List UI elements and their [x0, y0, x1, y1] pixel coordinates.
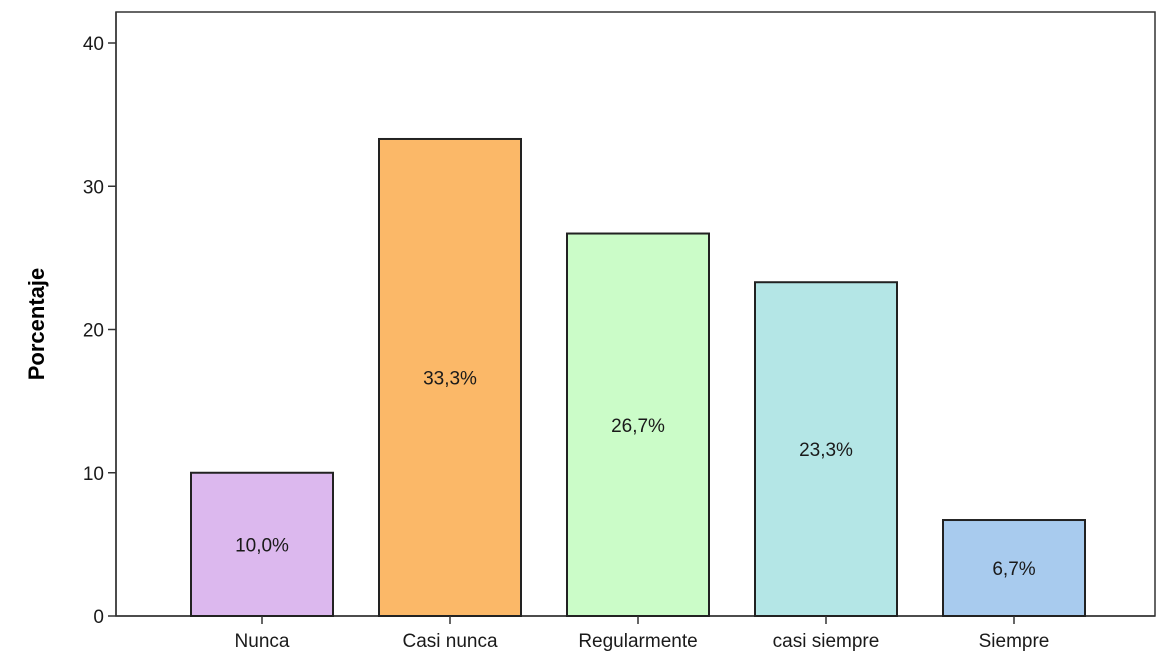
y-tick-label: 30: [83, 177, 104, 198]
x-tick-label: Nunca: [235, 631, 290, 652]
x-tick-label: Casi nunca: [402, 631, 497, 652]
bars: 10,0% 33,3% 26,7% 23,3% 6,7%: [190, 137, 1086, 618]
y-axis-label: Porcentaje: [24, 268, 49, 381]
bar-data-label: 33,3%: [423, 368, 477, 389]
bar-data-label: 10,0%: [235, 535, 289, 556]
bar-data-label: 23,3%: [799, 440, 853, 461]
bar: [942, 519, 1086, 618]
x-tick-label: casi siempre: [773, 631, 880, 652]
bar: [754, 281, 898, 617]
bar: [566, 232, 710, 618]
y-tick-label: 20: [83, 321, 104, 342]
x-tick-label: Siempre: [979, 631, 1050, 652]
x-tick-label: Regularmente: [578, 631, 697, 652]
bar: [378, 137, 522, 617]
y-tick-label: 40: [83, 34, 104, 55]
bar-data-label: 6,7%: [992, 559, 1035, 580]
bar-data-label: 26,7%: [611, 416, 665, 437]
x-tick-labels: Nunca Casi nunca Regularmente casi siempre S…: [235, 616, 1050, 652]
y-ticks: 0 10 20 30 40: [83, 34, 116, 628]
y-tick-label: 0: [93, 607, 104, 628]
y-tick-label: 10: [83, 464, 104, 485]
